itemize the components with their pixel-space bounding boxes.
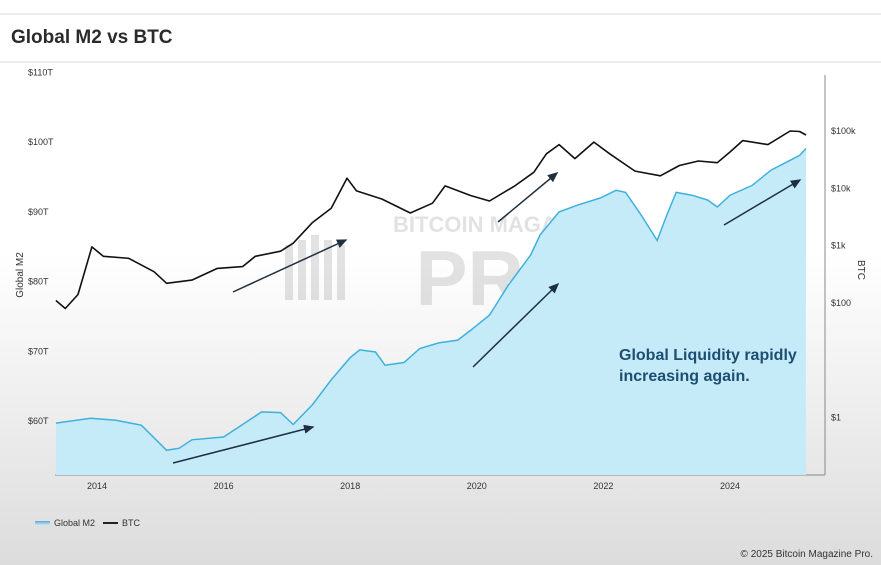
watermark-logo-icon [285,235,345,300]
y-right-tick-label: $1 [831,413,841,423]
x-tick-label: 2020 [467,481,487,491]
y-left-tick-label: $100T [28,137,54,147]
y-right-tick-label: $100k [831,126,856,136]
legend-m2-label[interactable]: Global M2 [54,518,96,528]
trend-arrow [497,172,559,223]
copyright: © 2025 Bitcoin Magazine Pro. [740,549,873,560]
annotation-text: Global Liquidity rapidly increasing agai… [619,347,797,385]
trend-arrow [723,179,802,226]
legend: Global M2 BTC [35,518,140,528]
x-tick-label: 2022 [593,481,613,491]
legend-btc-label[interactable]: BTC [122,518,141,528]
y-left-tick-label: $110T [28,68,53,78]
legend-btc-swatch [103,522,119,524]
legend-m2-swatch [35,521,50,525]
trend-arrow [172,424,315,464]
x-tick-label: 2018 [340,481,360,491]
x-tick-label: 2014 [87,481,107,491]
y-right-tick-label: $1k [831,241,846,251]
y-left-tick-label: $70T [28,346,49,356]
y-right-label: BTC [855,260,866,280]
x-tick-label: 2024 [720,481,740,491]
y-left-label: Global M2 [15,252,26,298]
m2-area [55,148,807,475]
y-left-tick-label: $60T [28,416,49,426]
btc-line [55,130,807,310]
y-right-tick-label: $100 [831,298,851,308]
trend-arrow [472,282,560,368]
top-divider [0,13,881,15]
y-right-tick-label: $10k [831,183,851,193]
x-tick-label: 2016 [214,481,234,491]
y-left-tick-label: $90T [28,207,49,217]
m2-line [55,147,807,452]
header-divider [0,61,881,63]
y-left-tick-label: $80T [28,277,49,287]
page-title: Global M2 vs BTC [11,27,173,48]
trend-arrow [232,239,348,293]
